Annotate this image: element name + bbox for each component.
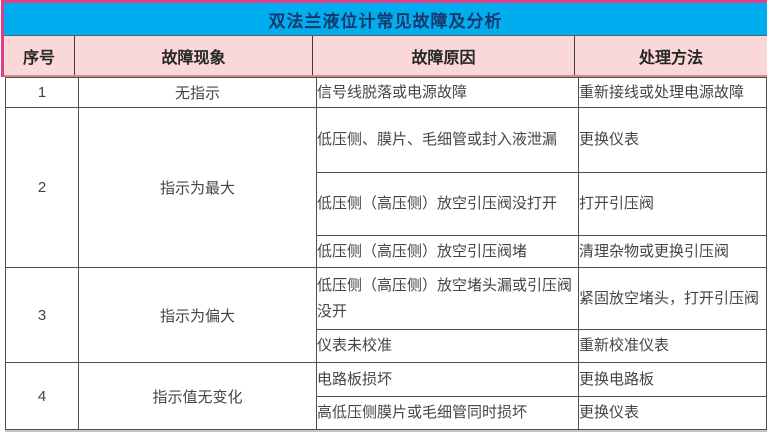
solution-cell: 紧固放空堵头，打开引压阀 (578, 267, 767, 330)
solution-cell: 更换仪表 (578, 396, 767, 430)
cause-cell: 电路板损坏 (316, 362, 579, 397)
table-top-block: 双法兰液位计常见故障及分析 序号 故障现象 故障原因 处理方法 (1, 3, 767, 77)
solution-cell: 重新校准仪表 (578, 329, 767, 363)
row-number-cell: 4 (5, 362, 79, 430)
table-row: 2 指示为最大 低压侧、膜片、毛细管或封入液泄漏 更换仪表 (5, 107, 767, 268)
phenomenon-cell: 无指示 (78, 77, 317, 108)
phenomenon-cell: 指示为偏大 (78, 267, 317, 363)
table-row: 1 无指示 信号线脱落或电源故障 重新接线或处理电源故障 (5, 77, 767, 108)
column-header-phenomenon: 故障现象 (74, 36, 312, 75)
table-row: 低压侧（高压侧）放空引压阀没打开 打开引压阀 (6, 172, 767, 236)
row-number-cell: 1 (5, 77, 79, 108)
table-body: 1 无指示 信号线脱落或电源故障 重新接线或处理电源故障 2 指示为最大 低压侧… (5, 77, 767, 432)
cause-cell: 低压侧（高压侧）放空引压阀没打开 (316, 172, 579, 236)
cause-cell: 低压侧、膜片、毛细管或封入液泄漏 (316, 107, 579, 173)
column-header-solution: 处理方法 (574, 36, 767, 75)
solution-cell: 更换电路板 (578, 362, 767, 397)
phenomenon-cell: 指示值无变化 (78, 362, 317, 430)
solution-cell: 重新接线或处理电源故障 (578, 77, 767, 108)
row-number-cell: 2 (5, 107, 79, 268)
cause-cell: 低压侧（高压侧）放空引压阀堵 (316, 235, 579, 268)
table-row: 仪表未校准 重新校准仪表 (6, 329, 767, 363)
cause-cell: 仪表未校准 (316, 329, 579, 363)
phenomenon-cell: 指示为最大 (78, 107, 317, 268)
cause-cell: 信号线脱落或电源故障 (316, 77, 579, 108)
table-header-row: 序号 故障现象 故障原因 处理方法 (4, 36, 767, 77)
solution-cell: 打开引压阀 (578, 172, 767, 236)
cause-cell: 高低压侧膜片或毛细管同时损坏 (316, 396, 579, 430)
row-number-cell: 3 (5, 267, 79, 363)
solution-cell: 更换仪表 (578, 107, 767, 173)
table-title: 双法兰液位计常见故障及分析 (4, 3, 767, 36)
table-row: 高低压侧膜片或毛细管同时损坏 更换仪表 (6, 396, 767, 430)
table-row: 3 指示为偏大 低压侧（高压侧）放空堵头漏或引压阀没开 紧固放空堵头，打开引压阀 (5, 267, 767, 363)
table-row: 低压侧（高压侧）放空引压阀堵 清理杂物或更换引压阀 (6, 235, 767, 268)
cause-cell: 低压侧（高压侧）放空堵头漏或引压阀没开 (316, 267, 579, 330)
column-header-number: 序号 (22, 49, 55, 67)
table-row: 4 指示值无变化 电路板损坏 更换电路板 (5, 362, 767, 430)
solution-cell: 清理杂物或更换引压阀 (578, 235, 767, 268)
column-header-cause: 故障原因 (312, 36, 574, 75)
